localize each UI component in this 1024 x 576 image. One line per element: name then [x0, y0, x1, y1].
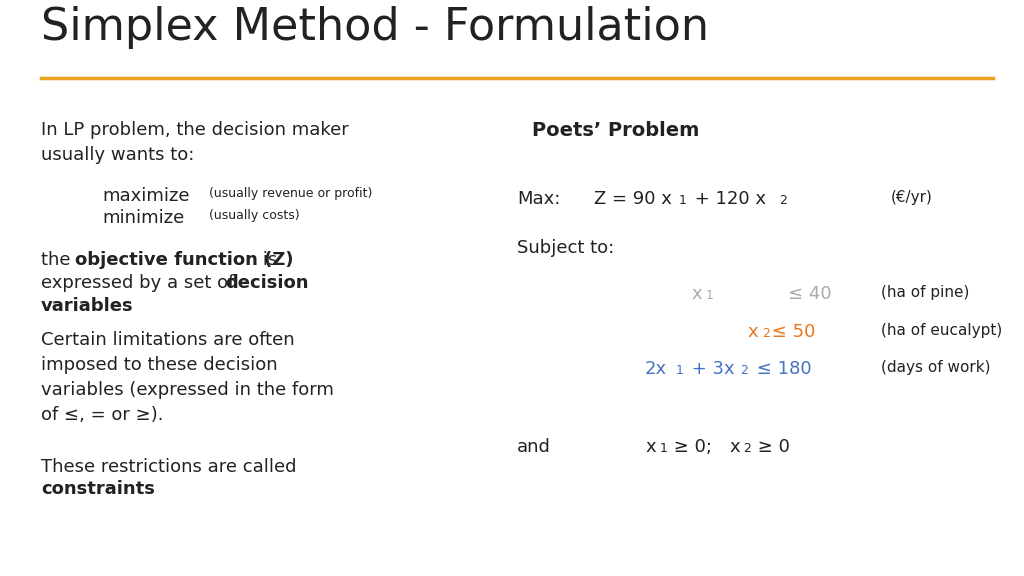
Text: maximize: maximize — [102, 187, 189, 205]
Text: x: x — [748, 323, 758, 340]
Text: (usually revenue or profit): (usually revenue or profit) — [205, 187, 372, 200]
Text: 1: 1 — [679, 194, 687, 207]
Text: 1: 1 — [659, 442, 668, 455]
Text: x: x — [645, 438, 655, 456]
Text: ≥ 0;: ≥ 0; — [668, 438, 712, 456]
Text: (usually costs): (usually costs) — [205, 209, 299, 222]
Text: objective function (Z): objective function (Z) — [75, 251, 293, 268]
Text: 1: 1 — [706, 289, 714, 302]
Text: and: and — [517, 438, 551, 456]
Text: 1: 1 — [676, 364, 684, 377]
Text: 2: 2 — [743, 442, 752, 455]
Text: expressed by a set of: expressed by a set of — [41, 274, 240, 291]
Text: ≤ 40: ≤ 40 — [788, 285, 833, 303]
Text: 2: 2 — [762, 327, 770, 340]
Text: + 120 x: + 120 x — [689, 190, 766, 208]
Text: variables: variables — [41, 297, 133, 314]
Text: In LP problem, the decision maker
usually wants to:: In LP problem, the decision maker usuall… — [41, 121, 349, 164]
Text: (ha of pine): (ha of pine) — [881, 285, 969, 300]
Text: 2x: 2x — [645, 360, 668, 378]
Text: + 3x: + 3x — [686, 360, 734, 378]
Text: Certain limitations are often
imposed to these decision
variables (expressed in : Certain limitations are often imposed to… — [41, 331, 334, 424]
Text: ≤ 180: ≤ 180 — [751, 360, 811, 378]
Text: ≤ 50: ≤ 50 — [766, 323, 815, 340]
Text: x: x — [729, 438, 739, 456]
Text: the: the — [41, 251, 76, 268]
Text: (ha of eucalypt): (ha of eucalypt) — [881, 323, 1001, 338]
Text: Z = 90 x: Z = 90 x — [594, 190, 672, 208]
Text: These restrictions are called: These restrictions are called — [41, 458, 297, 476]
Text: 2: 2 — [740, 364, 749, 377]
Text: Simplex Method - Formulation: Simplex Method - Formulation — [41, 6, 709, 49]
Text: is: is — [257, 251, 278, 268]
Text: Poets’ Problem: Poets’ Problem — [532, 121, 699, 140]
Text: x: x — [691, 285, 701, 303]
Text: Subject to:: Subject to: — [517, 239, 614, 257]
Text: decision: decision — [225, 274, 309, 291]
Text: ≥ 0: ≥ 0 — [752, 438, 790, 456]
Text: constraints: constraints — [41, 480, 155, 498]
Text: (days of work): (days of work) — [881, 360, 990, 375]
Text: Max:: Max: — [517, 190, 560, 208]
Text: (€/yr): (€/yr) — [891, 190, 933, 205]
Text: 2: 2 — [779, 194, 787, 207]
Text: minimize: minimize — [102, 209, 184, 226]
